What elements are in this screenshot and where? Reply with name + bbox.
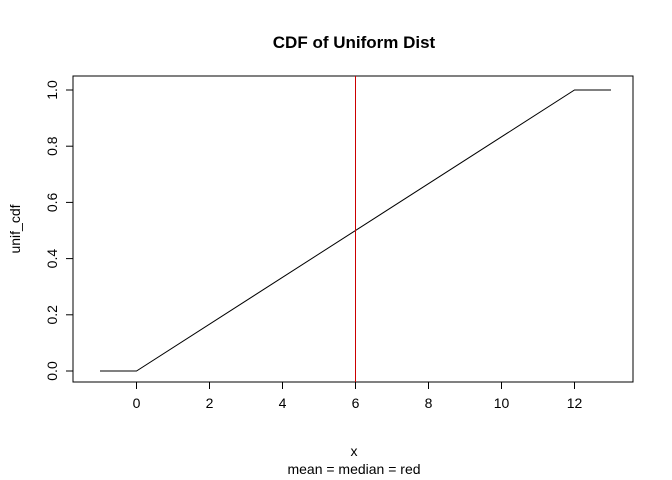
x-tick-label: 4 [279, 395, 287, 411]
plot-area [100, 76, 611, 382]
y-tick-label: 0.6 [44, 192, 60, 212]
y-axis-label: unif_cdf [7, 204, 23, 253]
chart-subtitle: mean = median = red [287, 461, 420, 477]
x-axis-label: x [351, 443, 358, 459]
x-tick-label: 6 [352, 395, 360, 411]
plot-box [72, 75, 634, 383]
y-tick-label: 1.0 [44, 80, 60, 100]
x-tick-label: 8 [425, 395, 433, 411]
y-tick-label: 0.4 [44, 249, 60, 269]
x-axis: 0 2 4 6 8 10 12 [133, 381, 583, 411]
y-tick-label: 0.2 [44, 305, 60, 325]
y-tick-label: 0.8 [44, 136, 60, 156]
x-tick-label: 12 [567, 395, 583, 411]
x-tick-label: 2 [206, 395, 214, 411]
chart-title: CDF of Uniform Dist [273, 33, 436, 52]
x-tick-label: 0 [133, 395, 141, 411]
y-axis: 0.0 0.2 0.4 0.6 0.8 1.0 [44, 80, 74, 381]
x-tick-label: 10 [494, 395, 510, 411]
y-tick-label: 0.0 [44, 361, 60, 381]
